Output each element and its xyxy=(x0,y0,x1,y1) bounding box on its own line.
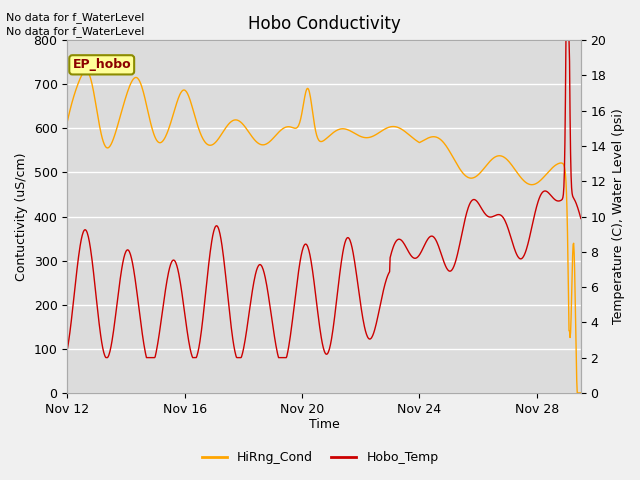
Y-axis label: Temperature (C), Water Level (psi): Temperature (C), Water Level (psi) xyxy=(612,108,625,324)
Text: EP_hobo: EP_hobo xyxy=(72,59,131,72)
Legend: HiRng_Cond, Hobo_Temp: HiRng_Cond, Hobo_Temp xyxy=(196,446,444,469)
Text: No data for f_WaterLevel: No data for f_WaterLevel xyxy=(6,26,145,37)
Y-axis label: Contuctivity (uS/cm): Contuctivity (uS/cm) xyxy=(15,152,28,281)
Title: Hobo Conductivity: Hobo Conductivity xyxy=(248,15,401,33)
Text: No data for f_WaterLevel: No data for f_WaterLevel xyxy=(6,12,145,23)
X-axis label: Time: Time xyxy=(308,419,339,432)
